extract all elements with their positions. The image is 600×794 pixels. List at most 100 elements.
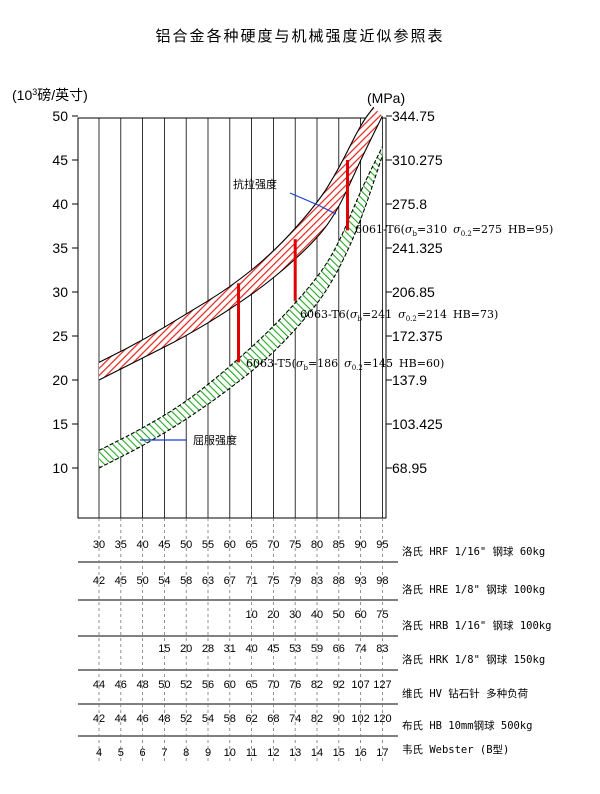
scale-value: 98 [376, 575, 388, 587]
scale-value: 88 [333, 575, 345, 587]
annotation-6061-t6: 6061-T6(σb=310 σ0.2=275 HB=95) [355, 223, 553, 238]
right-tick-label: 344.75 [392, 108, 435, 124]
scale-value: 60 [224, 539, 236, 551]
left-tick-label: 25 [52, 328, 68, 344]
scale-label: 洛氏 HRB 1/16" 钢球 100kg [402, 619, 551, 632]
left-tick-label: 20 [52, 372, 68, 388]
left-tick-label: 40 [52, 196, 68, 212]
scale-value: 48 [158, 713, 170, 725]
scale-value: 79 [289, 575, 301, 587]
scale-value: 28 [202, 643, 214, 655]
scale-value: 56 [202, 679, 214, 691]
tensile-upper-edge [98, 106, 375, 363]
right-tick-label: 172.375 [392, 328, 443, 344]
scale-value: 11 [246, 747, 257, 759]
left-tick-label: 30 [52, 284, 68, 300]
scale-value: 13 [289, 747, 301, 759]
scale-value: 83 [376, 643, 388, 655]
scale-value: 66 [333, 643, 345, 655]
scale-value: 30 [93, 539, 105, 551]
scale-value: 35 [115, 539, 127, 551]
scale-value: 10 [224, 747, 236, 759]
scale-value: 6 [140, 747, 146, 759]
left-axis-label: (103磅/英寸) [12, 87, 88, 103]
annotation-6063-t6: 6063-T6(σb=241 σ0.2=214 HB=73) [300, 308, 498, 323]
scale-value: 50 [136, 575, 148, 587]
scale-value: 75 [376, 609, 388, 621]
right-axis-ticks: 344.75 310.275 275.8 241.325 206.85 172.375 13… [386, 108, 443, 476]
annotation-6063-t5: 6063-T5(σb=186 σ0.2=145 HB=60) [246, 357, 444, 372]
scale-value: 46 [136, 713, 148, 725]
right-tick-label: 310.275 [392, 152, 443, 168]
scale-value: 44 [115, 713, 127, 725]
yield-upper-edge [98, 146, 383, 451]
scale-value: 74 [354, 643, 366, 655]
scale-label: 布氏 HB 10mm钢球 500kg [402, 719, 533, 732]
scale-value: 45 [115, 575, 127, 587]
tensile-pointer-line [289, 192, 337, 215]
scale-value: 80 [311, 539, 323, 551]
scale-value: 45 [267, 643, 279, 655]
right-tick-label: 275.8 [392, 196, 427, 212]
scale-value: 40 [245, 643, 257, 655]
chart-title: 铝合金各种硬度与机械强度近似参照表 [155, 27, 444, 45]
tensile-band [99, 107, 383, 380]
scale-value: 52 [180, 713, 192, 725]
scale-value: 48 [136, 679, 148, 691]
scale-value: 9 [205, 747, 211, 759]
scale-value: 4 [96, 747, 102, 759]
tensile-lower-edge [98, 115, 383, 381]
scale-label: 洛氏 HRF 1/16" 钢球 60kg [402, 545, 545, 558]
scale-value: 120 [373, 713, 391, 725]
strength-bands [98, 106, 383, 469]
scale-value: 59 [311, 643, 323, 655]
scale-value: 62 [245, 713, 257, 725]
scale-value: 50 [158, 679, 170, 691]
scale-value: 20 [267, 609, 279, 621]
scale-value: 42 [93, 713, 105, 725]
scale-value: 5 [118, 747, 124, 759]
scale-value: 30 [289, 609, 301, 621]
scale-value: 82 [311, 679, 323, 691]
left-tick-label: 45 [52, 152, 68, 168]
scale-value: 20 [180, 643, 192, 655]
scale-value: 31 [224, 643, 236, 655]
scale-value: 65 [245, 679, 257, 691]
scale-value: 53 [289, 643, 301, 655]
scale-value: 15 [333, 747, 345, 759]
scale-value: 40 [136, 539, 148, 551]
right-tick-label: 241.325 [392, 240, 443, 256]
scale-value: 67 [224, 575, 236, 587]
scale-label: 维氏 HV 钻石针 多种负荷 [402, 687, 528, 700]
scale-value: 75 [289, 539, 301, 551]
scale-value: 82 [311, 713, 323, 725]
scale-label: 韦氏 Webster (B型) [402, 743, 509, 756]
left-tick-label: 50 [52, 108, 68, 124]
scale-value: 7 [161, 747, 167, 759]
scale-value: 75 [267, 575, 279, 587]
scale-value: 54 [202, 713, 214, 725]
scale-value: 15 [158, 643, 170, 655]
alloy-markers [237, 160, 350, 363]
scale-value: 85 [333, 539, 345, 551]
yield-strength-label: 屈服强度 [193, 433, 237, 447]
scale-value: 63 [202, 575, 214, 587]
scale-value: 93 [354, 575, 366, 587]
scale-value: 102 [351, 713, 369, 725]
scale-value: 127 [373, 679, 391, 691]
right-tick-label: 206.85 [392, 284, 435, 300]
scale-value: 83 [311, 575, 323, 587]
scale-value: 16 [354, 747, 366, 759]
left-tick-label: 35 [52, 240, 68, 256]
scale-value: 42 [93, 575, 105, 587]
scale-value: 8 [183, 747, 189, 759]
scale-value: 44 [93, 679, 105, 691]
scale-value: 74 [289, 713, 301, 725]
tensile-strength-label: 抗拉强度 [233, 177, 277, 191]
